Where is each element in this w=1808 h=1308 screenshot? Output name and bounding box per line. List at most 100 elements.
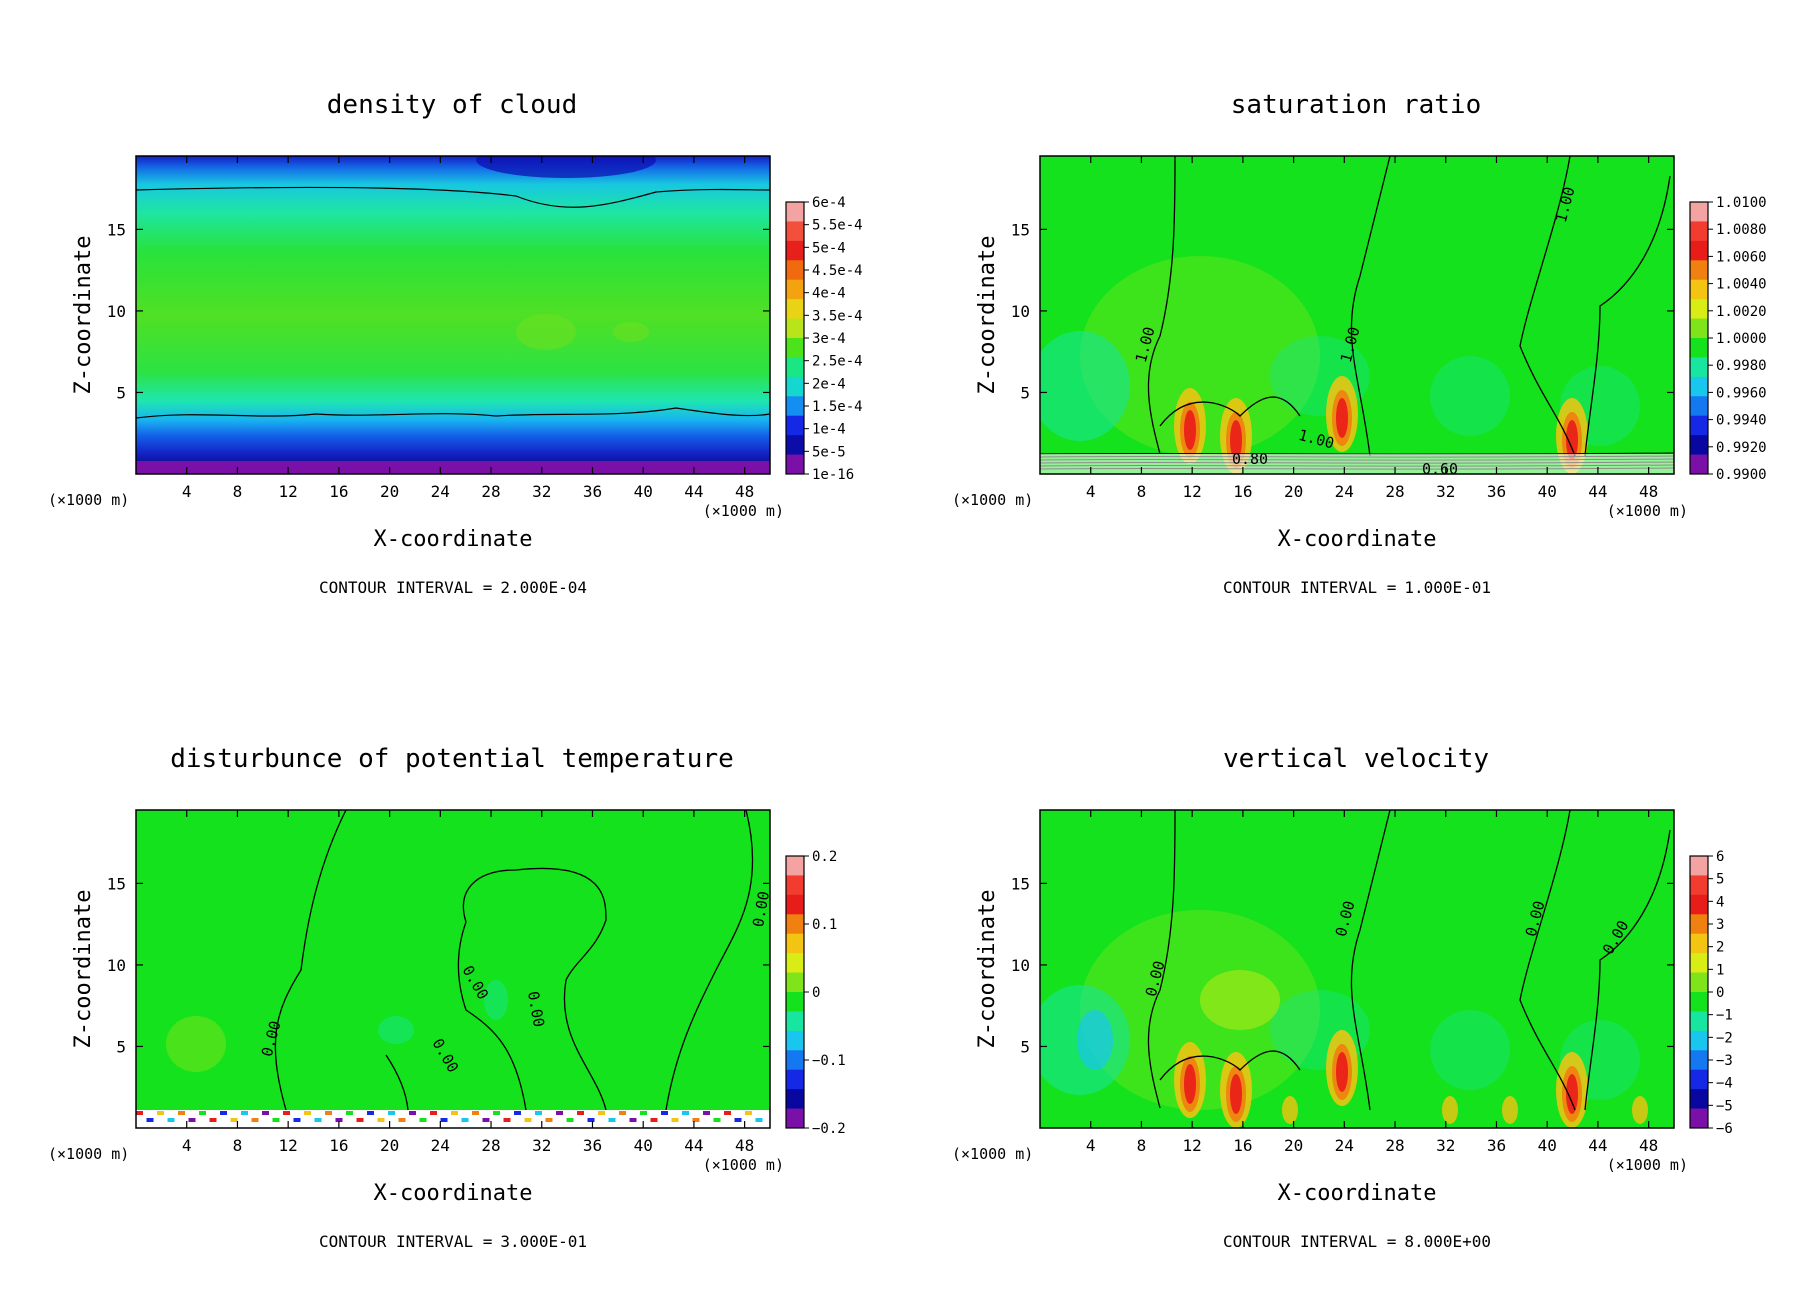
x-tick-label: 28	[481, 482, 500, 501]
contour-interval-value: 8.000E+00	[1404, 1232, 1491, 1251]
colorbar-swatch	[786, 240, 804, 261]
x-tick-label: 4	[1086, 482, 1096, 501]
y-axis-label: Z-coordinate	[71, 890, 96, 1049]
x-unit-right: (×1000 m)	[703, 502, 784, 520]
y-tick-label: 15	[1011, 220, 1030, 239]
contour-interval-value: 3.000E-01	[500, 1232, 587, 1251]
colorbar-swatch	[786, 875, 804, 896]
colorbar-swatch	[1690, 299, 1708, 320]
colorbar-swatch	[786, 435, 804, 456]
plot-frame	[1039, 809, 1675, 1129]
field-fill	[136, 810, 770, 1128]
x-tick-label: 40	[634, 1136, 653, 1155]
colorbar-swatch	[1690, 338, 1708, 358]
x-axis-label: X-coordinate	[374, 1181, 533, 1206]
field-feature	[272, 1118, 280, 1122]
x-tick-label: 48	[1639, 482, 1658, 501]
contour-interval: CONTOUR INTERVAL = 8.000E+00	[1223, 1232, 1491, 1251]
contour-interval-label: CONTOUR INTERVAL =	[319, 578, 492, 597]
colorbar-swatch	[786, 933, 804, 954]
field-feature	[482, 1118, 490, 1122]
chart-title: density of cloud	[327, 90, 577, 120]
field-feature	[524, 1118, 532, 1122]
field-feature	[1566, 1074, 1578, 1114]
field-feature	[484, 980, 508, 1020]
colorbar-swatch	[1690, 856, 1708, 876]
contour-line	[136, 186, 770, 208]
field-feature	[1336, 398, 1348, 438]
x-tick-label: 40	[634, 482, 653, 501]
field-feature	[1184, 1064, 1196, 1104]
y-axis-label: Z-coordinate	[975, 890, 1000, 1049]
colorbar-swatch	[786, 299, 804, 320]
colorbar-label: 0.9980	[1716, 358, 1767, 374]
x-axis-label: X-coordinate	[374, 527, 533, 552]
contour-interval-label: CONTOUR INTERVAL =	[1223, 1232, 1396, 1251]
x-tick-label: 44	[1588, 1136, 1607, 1155]
field-feature	[640, 1111, 647, 1115]
field-feature	[178, 1111, 185, 1115]
x-tick-label: 8	[1137, 1136, 1147, 1155]
colorbar-swatch	[786, 396, 804, 417]
colorbar-swatch	[1690, 260, 1708, 281]
contour-line	[136, 407, 770, 419]
colorbar-swatch	[786, 1069, 804, 1090]
colorbar-swatch	[786, 1030, 804, 1051]
contour-line	[457, 921, 527, 1111]
colorbar-swatch	[786, 357, 804, 378]
field-feature	[314, 1118, 322, 1122]
field-feature	[1080, 910, 1320, 1110]
colorbar-label: −0.2	[812, 1121, 846, 1137]
colorbar-label: 1.0020	[1716, 304, 1767, 320]
contour-line	[1159, 1050, 1301, 1081]
contour-line	[274, 810, 347, 1111]
contour-line	[1584, 829, 1671, 1111]
colorbar-label: 3	[1716, 917, 1724, 933]
colorbar-swatch	[786, 856, 804, 876]
field-feature	[1442, 1096, 1458, 1124]
colorbar-label: 5.5e-4	[812, 218, 863, 234]
x-tick-label: 24	[1335, 482, 1354, 501]
contour-interval-label: CONTOUR INTERVAL =	[1223, 578, 1396, 597]
colorbar-swatch	[786, 992, 804, 1012]
field-feature	[682, 1111, 689, 1115]
colorbar-label: 5e-4	[812, 240, 846, 256]
field-feature	[293, 1118, 301, 1122]
contour-interval-value: 2.000E-04	[500, 578, 587, 597]
field-feature	[566, 1118, 574, 1122]
field-feature	[476, 156, 656, 178]
x-tick-label: 8	[1137, 482, 1147, 501]
field-feature	[199, 1111, 206, 1115]
contour-line	[1350, 810, 1391, 1111]
x-tick-label: 20	[380, 482, 399, 501]
colorbar-label: −5	[1716, 1098, 1733, 1114]
colorbar-swatch	[786, 972, 804, 993]
field-feature	[136, 1111, 143, 1115]
field-feature	[209, 1118, 217, 1122]
field-feature	[230, 1118, 238, 1122]
colorbar-swatch	[1690, 972, 1708, 993]
field-feature	[535, 1111, 542, 1115]
colorbar-swatch	[1690, 1030, 1708, 1051]
field-feature	[283, 1111, 290, 1115]
field-feature	[451, 1111, 458, 1115]
field-feature	[325, 1111, 332, 1115]
colorbar-swatch	[786, 953, 804, 974]
field-feature	[650, 1118, 658, 1122]
x-tick-label: 8	[233, 1136, 243, 1155]
field-feature	[1080, 256, 1320, 456]
colorbar-label: 1e-16	[812, 467, 854, 483]
x-tick-label: 32	[532, 1136, 551, 1155]
contour-line	[1147, 156, 1176, 455]
colorbar-label: 0	[812, 985, 820, 1001]
colorbar-label: 3.5e-4	[812, 308, 863, 324]
field-feature	[713, 1118, 721, 1122]
colorbar-swatch	[1690, 1069, 1708, 1090]
field-feature	[335, 1118, 343, 1122]
x-axis-label: X-coordinate	[1278, 1181, 1437, 1206]
panel-potential-temperature: disturbunce of potential temperature 0.00…	[0, 654, 904, 1308]
colorbar-label: 4	[1716, 894, 1724, 910]
colorbar-label: −0.1	[812, 1053, 846, 1069]
